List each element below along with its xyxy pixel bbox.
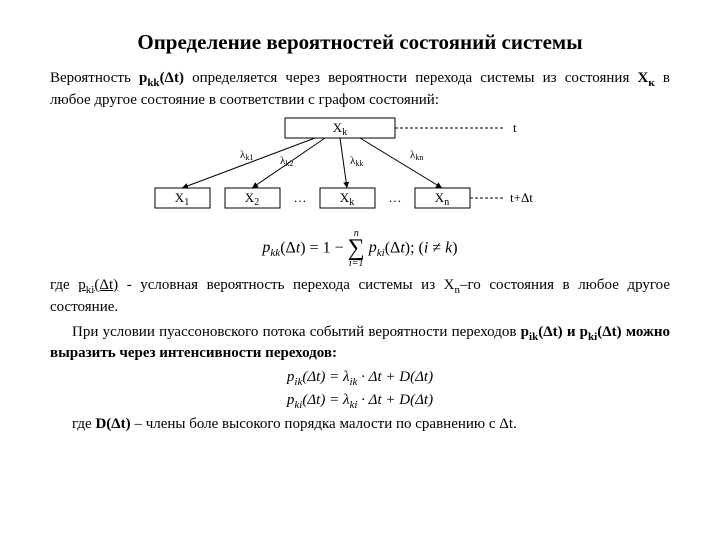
page-title: Определение вероятностей состояний систе… bbox=[50, 30, 670, 55]
svg-text:…: … bbox=[294, 190, 307, 205]
state-graph-diagram: Xk t X1 X2 … Xk … Xn t+Δt λk1 λk2 λkk λk… bbox=[50, 116, 670, 221]
formula-pki: pki(Δt) = λki · Δt + D(Δt) bbox=[50, 392, 670, 411]
svg-text:λkk: λkk bbox=[350, 155, 363, 168]
formula-pkk: pkk(Δt) = 1 − n∑i=1 pki(Δt); (i ≠ k) bbox=[50, 229, 670, 269]
formula-pik: pik(Δt) = λik · Δt + D(Δt) bbox=[50, 369, 670, 388]
svg-text:t: t bbox=[513, 120, 517, 135]
svg-text:λk2: λk2 bbox=[280, 155, 293, 168]
paragraph-4: где D(Δt) – члены боле высокого порядка … bbox=[50, 415, 670, 434]
paragraph-2: где pki(Δt) - условная вероятность перех… bbox=[50, 276, 670, 317]
svg-text:λk1: λk1 bbox=[240, 149, 253, 162]
paragraph-1: Вероятность pkk(Δt) определяется через в… bbox=[50, 69, 670, 110]
paragraph-3: При условии пуассоновского потока событи… bbox=[50, 323, 670, 364]
svg-text:…: … bbox=[389, 190, 402, 205]
svg-text:λkn: λkn bbox=[410, 149, 423, 162]
svg-text:t+Δt: t+Δt bbox=[510, 190, 533, 205]
